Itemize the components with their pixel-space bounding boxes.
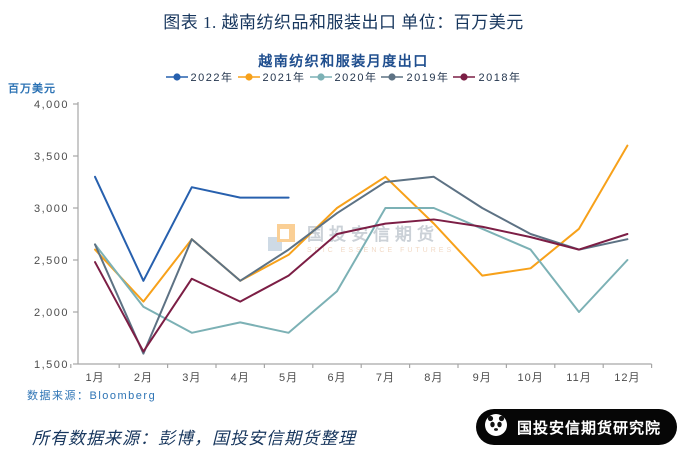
legend-item-2022年: 2022年 xyxy=(165,69,234,85)
legend-item-2018年: 2018年 xyxy=(453,69,521,85)
series-line-2022年 xyxy=(94,175,290,282)
x-tick-label: 5月 xyxy=(279,372,298,384)
series-line-2021年 xyxy=(94,144,629,303)
x-tick-label: 4月 xyxy=(231,372,250,384)
y-axis-unit-label: 百万美元 xyxy=(8,83,56,95)
x-tick-label: 12月 xyxy=(614,372,640,384)
legend-item-2019年: 2019年 xyxy=(381,69,449,85)
legend-marker-icon xyxy=(165,73,188,81)
y-tick-label: 3,000 xyxy=(34,203,69,215)
x-tick-label: 3月 xyxy=(182,372,201,384)
source-note: 数据来源：Bloomberg xyxy=(27,390,157,402)
x-tick-label: 10月 xyxy=(517,372,543,384)
chart-legend: 2022年 2021年 2020年 2019年 2018年 xyxy=(0,69,687,85)
x-tick-label: 1月 xyxy=(85,372,104,384)
chart-title: 越南纺织和服装月度出口 xyxy=(258,53,429,69)
legend-label: 2022年 xyxy=(190,72,234,84)
x-tick-label: 8月 xyxy=(424,372,443,384)
legend-marker-icon xyxy=(237,73,260,81)
y-tick-label: 2,000 xyxy=(34,307,69,319)
legend-label: 2019年 xyxy=(406,72,450,84)
x-tick-label: 2月 xyxy=(134,372,153,384)
series-line-2020年 xyxy=(94,207,629,334)
page-title: 图表 1. 越南纺织品和服装出口 单位：百万美元 xyxy=(163,13,524,32)
x-tick-label: 7月 xyxy=(376,372,395,384)
legend-marker-icon xyxy=(309,73,332,81)
line-chart: 1,500 2,000 2,500 3,000 3,500 4,000 1月 2月 3月 4月 5月… xyxy=(34,99,653,384)
y-tick-label: 4,000 xyxy=(34,99,69,111)
badge-text: 国投安信期货研究院 xyxy=(516,419,661,437)
footer-note: 所有数据来源：彭博，国投安信期货整理 xyxy=(32,429,356,448)
x-tick-label: 9月 xyxy=(473,372,492,384)
legend-item-2021年: 2021年 xyxy=(237,69,306,85)
panda-logo-icon xyxy=(483,412,509,443)
series-line-2018年 xyxy=(94,218,629,353)
legend-label: 2021年 xyxy=(262,72,306,84)
x-tick-label: 11月 xyxy=(566,372,591,384)
research-institute-badge: 国投安信期货研究院 xyxy=(475,409,677,445)
legend-label: 2020年 xyxy=(334,72,378,84)
legend-label: 2018年 xyxy=(478,72,522,84)
legend-item-2020年: 2020年 xyxy=(309,69,378,85)
y-tick-label: 3,500 xyxy=(34,151,69,163)
y-tick-label: 2,500 xyxy=(34,255,69,267)
legend-marker-icon xyxy=(381,73,404,81)
series-line-2019年 xyxy=(94,175,629,355)
y-tick-label: 1,500 xyxy=(34,359,69,371)
x-tick-label: 6月 xyxy=(327,372,346,384)
legend-marker-icon xyxy=(453,73,476,81)
